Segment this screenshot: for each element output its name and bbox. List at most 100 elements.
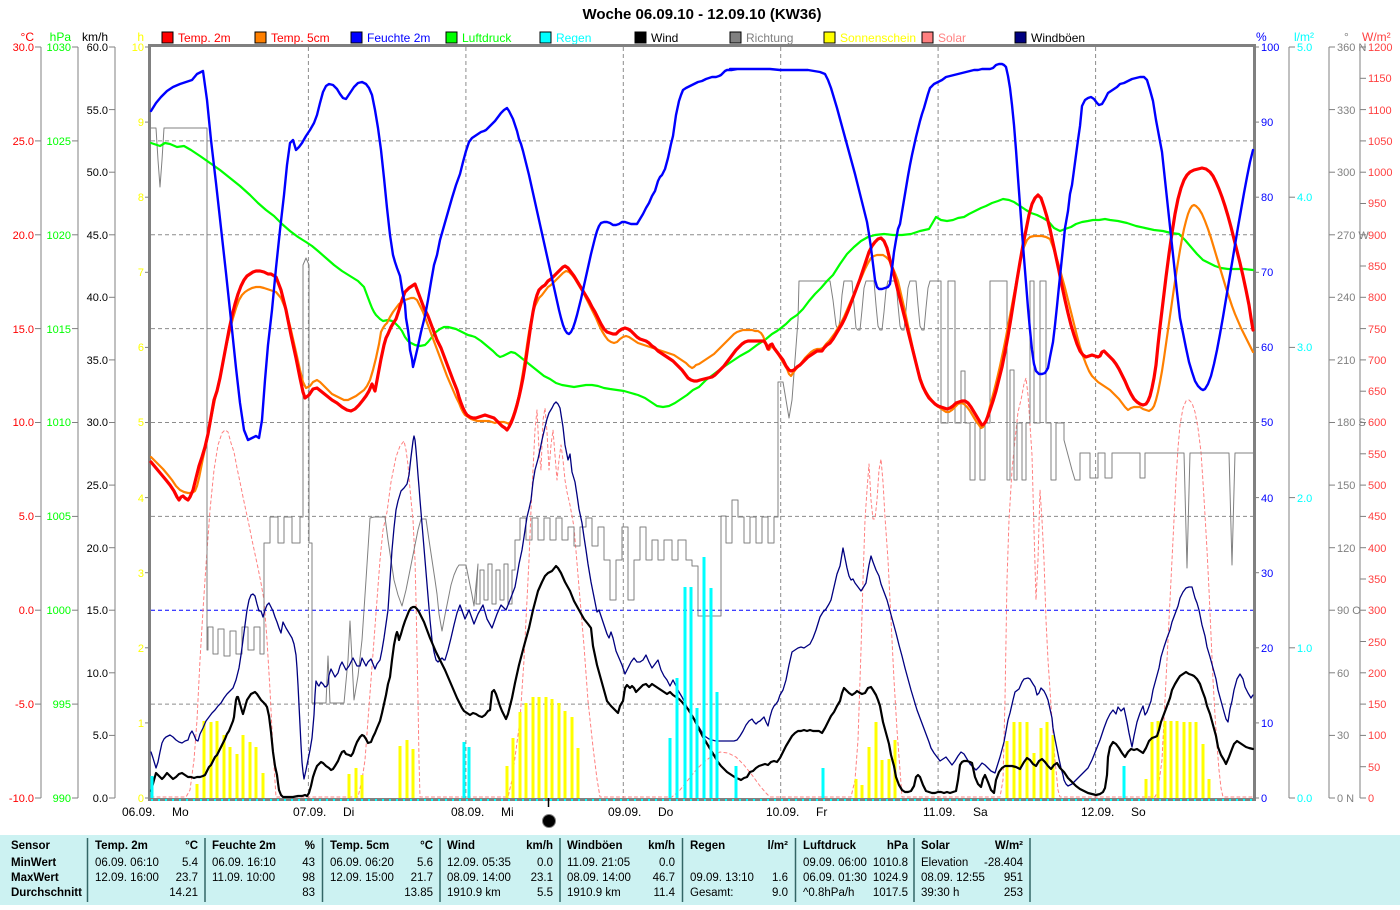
- svg-text:40.0: 40.0: [87, 292, 108, 304]
- svg-text:Sonnenschein: Sonnenschein: [840, 31, 916, 45]
- svg-text:1005: 1005: [47, 511, 71, 523]
- svg-text:4.0: 4.0: [1297, 192, 1312, 204]
- svg-text:120: 120: [1337, 543, 1355, 555]
- svg-text:800: 800: [1368, 292, 1386, 304]
- svg-text:13.85: 13.85: [404, 887, 433, 899]
- svg-text:W/m²: W/m²: [995, 840, 1023, 852]
- svg-text:5.0: 5.0: [19, 511, 34, 523]
- svg-text:1.6: 1.6: [772, 872, 788, 884]
- svg-text:25.0: 25.0: [13, 136, 34, 148]
- svg-text:3: 3: [138, 568, 144, 580]
- svg-text:12.09.: 12.09.: [1081, 805, 1114, 819]
- svg-text:Temp. 2m: Temp. 2m: [178, 31, 231, 45]
- svg-text:0: 0: [1368, 793, 1374, 805]
- svg-text:950: 950: [1368, 198, 1386, 210]
- svg-text:650: 650: [1368, 386, 1386, 398]
- svg-text:20.0: 20.0: [87, 543, 108, 555]
- svg-text:Windböen: Windböen: [1031, 31, 1085, 45]
- svg-text:08.09. 14:00: 08.09. 14:00: [447, 872, 511, 884]
- svg-text:1015: 1015: [47, 324, 71, 336]
- svg-text:11.09. 10:00: 11.09. 10:00: [212, 872, 275, 884]
- svg-text:100: 100: [1261, 42, 1279, 54]
- svg-text:300: 300: [1337, 167, 1355, 179]
- svg-text:Luftdruck: Luftdruck: [462, 31, 512, 45]
- svg-text:35.0: 35.0: [87, 355, 108, 367]
- svg-text:23.7: 23.7: [176, 872, 198, 884]
- svg-text:10.0: 10.0: [13, 417, 34, 429]
- svg-text:43: 43: [302, 857, 315, 869]
- svg-text:12.09. 16:00: 12.09. 16:00: [95, 872, 159, 884]
- svg-text:60.0: 60.0: [87, 42, 108, 54]
- svg-text:5.5: 5.5: [537, 887, 553, 899]
- svg-text:360 N: 360 N: [1337, 42, 1366, 54]
- svg-text:45.0: 45.0: [87, 230, 108, 242]
- svg-text:750: 750: [1368, 324, 1386, 336]
- svg-text:06.09. 06:20: 06.09. 06:20: [330, 857, 394, 869]
- svg-text:So: So: [1131, 805, 1146, 819]
- svg-text:30.0: 30.0: [87, 417, 108, 429]
- svg-text:20: 20: [1261, 643, 1273, 655]
- svg-text:0.0: 0.0: [93, 793, 108, 805]
- svg-text:60: 60: [1261, 342, 1273, 354]
- svg-text:700: 700: [1368, 355, 1386, 367]
- svg-text:12.09. 05:35: 12.09. 05:35: [447, 857, 511, 869]
- svg-text:990: 990: [53, 793, 71, 805]
- svg-text:850: 850: [1368, 261, 1386, 273]
- svg-text:5.0: 5.0: [93, 730, 108, 742]
- svg-text:0.0: 0.0: [19, 605, 34, 617]
- svg-text:1010.8: 1010.8: [873, 857, 908, 869]
- svg-text:Elevation: Elevation: [921, 857, 968, 869]
- svg-text:15.0: 15.0: [13, 324, 34, 336]
- svg-text:Richtung: Richtung: [746, 31, 793, 45]
- svg-text:50.0: 50.0: [87, 167, 108, 179]
- svg-text:-5.0: -5.0: [15, 699, 34, 711]
- svg-text:Feuchte 2m: Feuchte 2m: [367, 31, 430, 45]
- svg-text:Gesamt:: Gesamt:: [690, 887, 733, 899]
- svg-text:83: 83: [302, 887, 315, 899]
- svg-text:270 W: 270 W: [1337, 230, 1369, 242]
- svg-text:600: 600: [1368, 417, 1386, 429]
- svg-text:50: 50: [1261, 417, 1273, 429]
- svg-text:°C: °C: [21, 30, 35, 44]
- svg-text:0: 0: [138, 793, 144, 805]
- svg-text:4: 4: [138, 493, 144, 505]
- svg-text:Temp. 2m: Temp. 2m: [95, 840, 148, 852]
- svg-text:900: 900: [1368, 230, 1386, 242]
- svg-text:Regen: Regen: [690, 840, 725, 852]
- svg-text:23.1: 23.1: [531, 872, 553, 884]
- svg-text:Mo: Mo: [172, 805, 189, 819]
- svg-text:6: 6: [138, 342, 144, 354]
- svg-text:1150: 1150: [1368, 73, 1392, 85]
- svg-text:hPa: hPa: [887, 840, 909, 852]
- svg-text:MinWert: MinWert: [11, 857, 56, 869]
- svg-text:300: 300: [1368, 605, 1386, 617]
- svg-text:Solar: Solar: [921, 840, 950, 852]
- svg-text:15.0: 15.0: [87, 605, 108, 617]
- svg-text:1010: 1010: [47, 417, 71, 429]
- svg-text:210: 210: [1337, 355, 1355, 367]
- svg-text:5.4: 5.4: [182, 857, 199, 869]
- svg-text:1000: 1000: [47, 605, 71, 617]
- svg-text:2: 2: [138, 643, 144, 655]
- svg-text:20.0: 20.0: [13, 230, 34, 242]
- svg-text:Durchschnitt: Durchschnitt: [11, 887, 82, 899]
- svg-text:40: 40: [1261, 493, 1273, 505]
- svg-text:21.7: 21.7: [411, 872, 433, 884]
- svg-text:11.09. 21:05: 11.09. 21:05: [567, 857, 630, 869]
- svg-text:^0.8hPa/h: ^0.8hPa/h: [803, 887, 854, 899]
- svg-text:%: %: [305, 840, 315, 852]
- svg-text:0 N: 0 N: [1337, 793, 1354, 805]
- svg-text:10.09.: 10.09.: [766, 805, 799, 819]
- svg-text:951: 951: [1004, 872, 1023, 884]
- svg-text:10: 10: [1261, 718, 1273, 730]
- svg-text:2.0: 2.0: [1297, 493, 1312, 505]
- svg-text:1: 1: [138, 718, 144, 730]
- svg-text:7: 7: [138, 267, 144, 279]
- svg-text:06.09. 01:30: 06.09. 01:30: [803, 872, 867, 884]
- svg-text:Luftdruck: Luftdruck: [803, 840, 857, 852]
- svg-text:08.09.: 08.09.: [451, 805, 484, 819]
- svg-text:08.09. 12:55: 08.09. 12:55: [921, 872, 985, 884]
- svg-text:46.7: 46.7: [653, 872, 675, 884]
- svg-text:1200: 1200: [1368, 42, 1392, 54]
- svg-text:Do: Do: [658, 805, 674, 819]
